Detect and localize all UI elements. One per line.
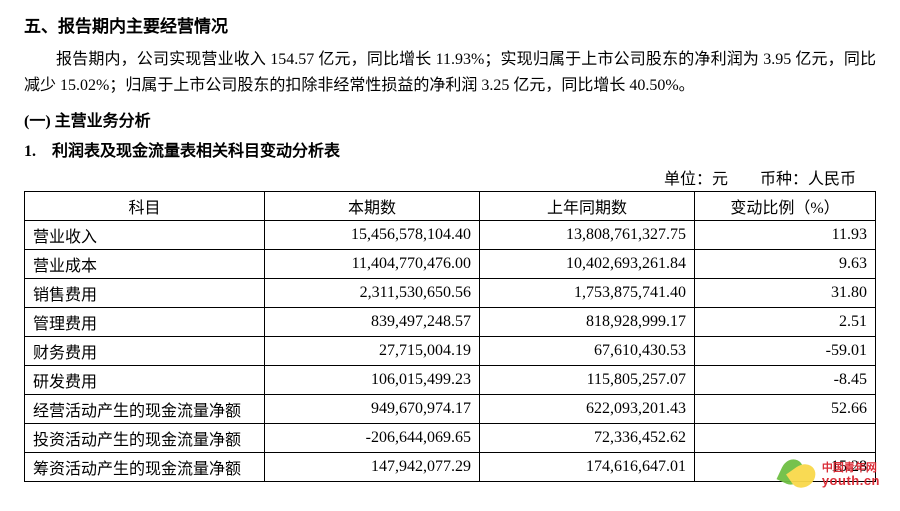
row-change: 15.28 (695, 453, 876, 482)
row-prior: 115,805,257.07 (480, 366, 695, 395)
col-header-subject: 科目 (25, 192, 265, 221)
unit-currency-line: 单位：元 币种：人民币 (24, 165, 876, 189)
table-row: 投资活动产生的现金流量净额 -206,644,069.65 72,336,452… (25, 424, 876, 453)
col-header-prior: 上年同期数 (480, 192, 695, 221)
row-current: 27,715,004.19 (265, 337, 480, 366)
row-change: 11.93 (695, 221, 876, 250)
row-current: -206,644,069.65 (265, 424, 480, 453)
table-row: 筹资活动产生的现金流量净额 147,942,077.29 174,616,647… (25, 453, 876, 482)
row-current: 147,942,077.29 (265, 453, 480, 482)
table-row: 研发费用 106,015,499.23 115,805,257.07 -8.45 (25, 366, 876, 395)
row-change: 9.63 (695, 250, 876, 279)
row-label: 投资活动产生的现金流量净额 (25, 424, 265, 453)
row-change: 31.80 (695, 279, 876, 308)
row-prior: 13,808,761,327.75 (480, 221, 695, 250)
col-header-current: 本期数 (265, 192, 480, 221)
table-row: 营业成本 11,404,770,476.00 10,402,693,261.84… (25, 250, 876, 279)
summary-paragraph: 报告期内，公司实现营业收入 154.57 亿元，同比增长 11.93%；实现归属… (24, 47, 876, 99)
row-label: 营业收入 (25, 221, 265, 250)
row-prior: 1,753,875,741.40 (480, 279, 695, 308)
row-change (695, 424, 876, 453)
row-current: 839,497,248.57 (265, 308, 480, 337)
table-row: 管理费用 839,497,248.57 818,928,999.17 2.51 (25, 308, 876, 337)
row-prior: 622,093,201.43 (480, 395, 695, 424)
row-label: 经营活动产生的现金流量净额 (25, 395, 265, 424)
row-change: -8.45 (695, 366, 876, 395)
row-label: 筹资活动产生的现金流量净额 (25, 453, 265, 482)
row-prior: 72,336,452.62 (480, 424, 695, 453)
row-current: 15,456,578,104.40 (265, 221, 480, 250)
row-prior: 174,616,647.01 (480, 453, 695, 482)
table-row: 营业收入 15,456,578,104.40 13,808,761,327.75… (25, 221, 876, 250)
row-label: 销售费用 (25, 279, 265, 308)
row-current: 2,311,530,650.56 (265, 279, 480, 308)
row-label: 研发费用 (25, 366, 265, 395)
row-change: 2.51 (695, 308, 876, 337)
row-change: 52.66 (695, 395, 876, 424)
row-prior: 818,928,999.17 (480, 308, 695, 337)
col-header-change: 变动比例（%） (695, 192, 876, 221)
section-heading: 五、报告期内主要经营情况 (24, 12, 876, 37)
row-label: 管理费用 (25, 308, 265, 337)
table-row: 财务费用 27,715,004.19 67,610,430.53 -59.01 (25, 337, 876, 366)
subsection-heading: (一) 主营业务分析 (24, 107, 876, 131)
table-row: 销售费用 2,311,530,650.56 1,753,875,741.40 3… (25, 279, 876, 308)
financial-table: 科目 本期数 上年同期数 变动比例（%） 营业收入 15,456,578,104… (24, 191, 876, 482)
row-label: 营业成本 (25, 250, 265, 279)
table-header-row: 科目 本期数 上年同期数 变动比例（%） (25, 192, 876, 221)
row-prior: 67,610,430.53 (480, 337, 695, 366)
table-title: 1. 利润表及现金流量表相关科目变动分析表 (24, 137, 876, 161)
row-prior: 10,402,693,261.84 (480, 250, 695, 279)
table-row: 经营活动产生的现金流量净额 949,670,974.17 622,093,201… (25, 395, 876, 424)
row-change: -59.01 (695, 337, 876, 366)
row-current: 11,404,770,476.00 (265, 250, 480, 279)
table-body: 营业收入 15,456,578,104.40 13,808,761,327.75… (25, 221, 876, 482)
row-current: 106,015,499.23 (265, 366, 480, 395)
row-label: 财务费用 (25, 337, 265, 366)
row-current: 949,670,974.17 (265, 395, 480, 424)
